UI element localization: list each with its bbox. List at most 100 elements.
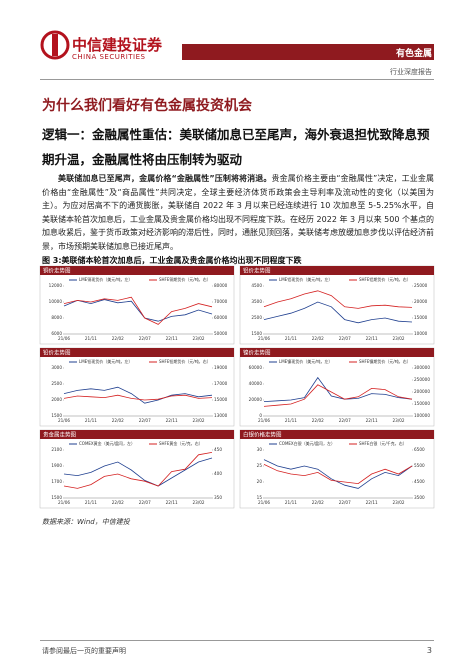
x-tick-label: 22/11 [166, 418, 178, 423]
sector-bar [182, 44, 434, 60]
x-tick-label: 23/02 [393, 336, 405, 341]
x-tick-label: 22/02 [312, 500, 324, 505]
x-tick-label: 21/06 [258, 336, 270, 341]
x-tick-label: 21/11 [285, 418, 297, 423]
x-tick-label: 23/02 [393, 500, 405, 505]
header-rule [40, 79, 434, 80]
y2-tick-label: 200000 [414, 389, 430, 394]
panel-frame [39, 429, 235, 509]
y2-tick-label: 70000 [214, 299, 228, 304]
y-tick-label: 1500 [51, 495, 62, 500]
heading: 逻辑一：金融属性重估：美联储加息已至尾声，海外衰退担忧致降息预期升温，金融属性将… [42, 127, 430, 167]
y2-tick-label: 3500 [414, 495, 425, 500]
y-tick-label: 8000 [51, 315, 62, 320]
y-tick-label: 2000 [51, 397, 62, 402]
y-tick-label: 1500 [51, 413, 62, 418]
legend-label: SHFE铅期货价（元/吨，右） [159, 358, 211, 364]
y-tick-label: 1700 [51, 479, 62, 484]
y-tick-label: 30 [257, 447, 263, 452]
y-tick-label: 3500 [251, 299, 262, 304]
x-tick-label: 22/11 [166, 500, 178, 505]
paragraph-lead: 美联储加息已至尾声，金属价格“金融属性”压制将将消退。 [58, 174, 272, 183]
x-tick-label: 21/06 [58, 500, 70, 505]
y2-tick-label: 25000 [414, 283, 428, 288]
x-tick-label: 21/11 [85, 418, 97, 423]
legend-label: SHFE铜期货价（元/吨，右） [159, 276, 211, 282]
y-tick-label: 3000 [51, 365, 62, 370]
legend-label: SHFE白银（元/千克，右） [359, 440, 407, 446]
x-tick-label: 22/07 [339, 418, 351, 423]
y2-tick-label: 19000 [214, 365, 228, 370]
y-tick-label: 0 [259, 413, 262, 418]
y2-tick-label: 250000 [414, 377, 430, 382]
x-tick-label: 21/11 [285, 500, 297, 505]
paragraph-body: 贵金属价格主要由“金融属性”决定，工业金属价格由“金融属性”及“商品属性”共同决… [42, 174, 434, 251]
x-tick-label: 22/07 [139, 500, 151, 505]
y-tick-label: 25 [257, 463, 263, 468]
footer-rule [40, 640, 434, 641]
x-tick-label: 22/11 [366, 418, 378, 423]
x-tick-label: 22/02 [312, 418, 324, 423]
panel-title: 铝价走势图 [243, 267, 271, 275]
y-tick-label: 6000 [51, 331, 62, 336]
x-tick-label: 22/02 [112, 336, 124, 341]
y-tick-label: 60000 [249, 365, 263, 370]
series-line [263, 464, 413, 485]
source: 数据来源：Wind，中信建投 [42, 518, 130, 526]
panel-frame [39, 347, 235, 427]
series-line [263, 376, 413, 402]
x-tick-label: 21/11 [85, 336, 97, 341]
legend-label: SHFE铝期货价（元/吨，右） [359, 276, 411, 282]
legend-label: SHFE黄金（元/克，右） [159, 440, 203, 446]
y-tick-label: 1500 [251, 331, 262, 336]
x-tick-label: 21/06 [58, 336, 70, 341]
sector-label: 有色金属 [395, 49, 432, 59]
y-tick-label: 20 [257, 479, 263, 484]
y2-tick-label: 13000 [214, 413, 228, 418]
y2-tick-label: 60000 [214, 315, 228, 320]
logo-icon [40, 30, 80, 70]
legend-label: LME镍现货价（美元/吨，左） [279, 358, 333, 364]
legend-label: COMEX白银（美元/盎司，左） [279, 440, 335, 446]
panel-title-bar [40, 348, 234, 357]
y2-tick-label: 10000 [414, 331, 428, 336]
x-tick-label: 22/02 [312, 336, 324, 341]
x-tick-label: 23/02 [393, 418, 405, 423]
page-number: 3 [426, 646, 432, 655]
y-tick-label: 4500 [251, 283, 262, 288]
legend-label: COMEX黄金（美元/盎司，左） [79, 440, 135, 446]
y2-tick-label: 15000 [214, 397, 228, 402]
panel-title-bar [40, 430, 234, 439]
paragraph: 美联储加息已至尾声，金属价格“金融属性”压制将将消退。贵金属价格主要由“金融属性… [42, 172, 434, 253]
y2-tick-label: 300000 [414, 365, 430, 370]
y2-tick-label: 100000 [414, 413, 430, 418]
series-line [263, 290, 413, 309]
logo-en: CHINA SECURITIES [72, 53, 146, 61]
series-line [263, 459, 413, 489]
panel-title-bar [240, 430, 434, 439]
report-type: 行业深度报告 [390, 68, 432, 76]
x-tick-label: 22/07 [339, 500, 351, 505]
x-tick-label: 21/06 [58, 418, 70, 423]
panel-title: 镍价走势图 [243, 349, 271, 357]
figure-caption: 图 3:美联储本轮首次加息后，工业金属及贵金属价格均出现不同程度下跌 [42, 256, 302, 265]
legend-label: LME铅现货价（美元/吨，左） [79, 358, 133, 364]
y-tick-label: 10000 [49, 299, 63, 304]
series-line [263, 301, 413, 324]
x-tick-label: 21/06 [258, 418, 270, 423]
series-line [63, 296, 213, 325]
x-tick-label: 21/11 [285, 336, 297, 341]
panel-title-bar [40, 266, 234, 275]
section-title: 为什么我们看好有色金属投资机会 [42, 98, 252, 114]
panel-title-bar [240, 266, 434, 275]
y2-tick-label: 350 [214, 495, 222, 500]
x-tick-label: 22/02 [112, 418, 124, 423]
x-tick-label: 21/06 [258, 500, 270, 505]
x-tick-label: 23/02 [193, 418, 205, 423]
panel-title-bar [240, 348, 434, 357]
series-line [63, 457, 213, 487]
series-line [63, 394, 213, 401]
panel-frame [239, 429, 435, 509]
x-tick-label: 21/11 [85, 500, 97, 505]
